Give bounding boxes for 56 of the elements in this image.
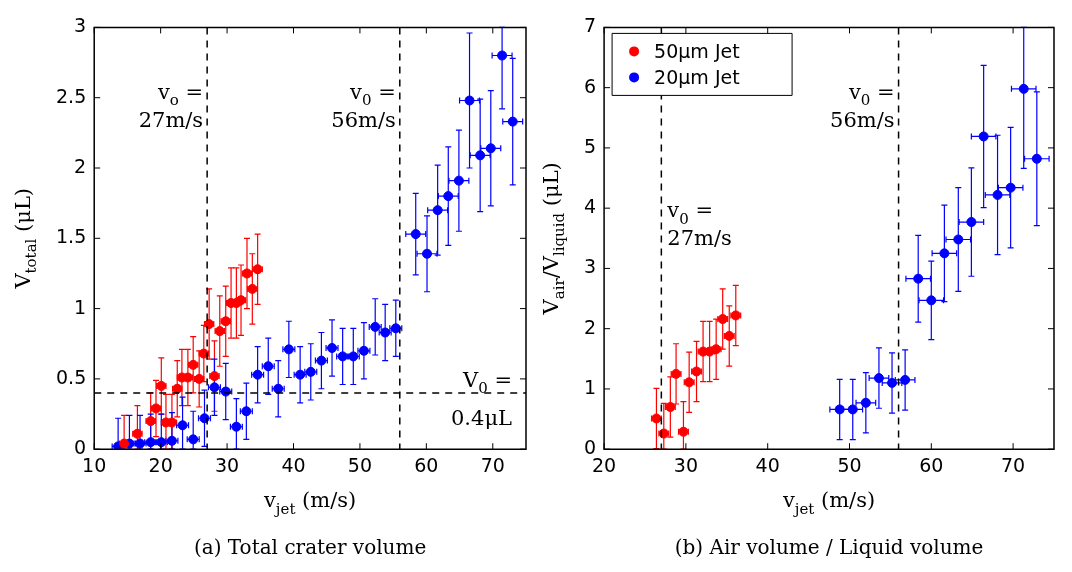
x-tick-label: 40 bbox=[755, 453, 780, 476]
y-axis-title: Vtotal (μL) bbox=[11, 187, 41, 290]
y-tick-label: 1 bbox=[583, 375, 597, 398]
y-tick-label: 4 bbox=[583, 195, 597, 218]
point bbox=[1005, 182, 1016, 193]
y-tick-label: 1 bbox=[74, 295, 87, 318]
y-tick-label: 3 bbox=[74, 14, 87, 37]
point bbox=[422, 248, 433, 259]
point bbox=[860, 397, 871, 408]
y-tick-label: 0.5 bbox=[56, 365, 87, 388]
text: (b) Air volume / Liquid volume bbox=[674, 535, 984, 559]
y-tick-label: 2 bbox=[74, 154, 87, 177]
y-tick-label: 6 bbox=[583, 74, 597, 97]
point bbox=[953, 234, 964, 245]
x-tick-label: 20 bbox=[148, 453, 173, 476]
point bbox=[847, 404, 858, 415]
y-tick-label: 7 bbox=[583, 14, 597, 37]
y-tick-label: 2 bbox=[583, 315, 597, 338]
x-tick-label: 30 bbox=[214, 453, 240, 476]
point bbox=[926, 295, 937, 306]
point bbox=[834, 404, 845, 415]
point bbox=[497, 50, 508, 61]
point bbox=[475, 150, 486, 161]
y-tick-label: 3 bbox=[583, 255, 597, 278]
point bbox=[464, 95, 475, 106]
y-tick-label: 2.5 bbox=[56, 84, 87, 107]
point bbox=[1018, 83, 1029, 94]
point bbox=[900, 374, 911, 385]
x-tick-label: 60 bbox=[414, 453, 439, 476]
point bbox=[978, 131, 989, 142]
text: (a) Total crater volume bbox=[193, 535, 427, 559]
x-tick-label: 70 bbox=[480, 453, 505, 476]
point bbox=[453, 175, 464, 186]
y-tick-label: 5 bbox=[583, 134, 597, 157]
legend-label: 50μm Jet bbox=[654, 40, 740, 63]
point bbox=[992, 189, 1003, 200]
point bbox=[485, 143, 496, 154]
point bbox=[443, 191, 454, 202]
y-tick-label: 1.5 bbox=[56, 225, 87, 248]
point bbox=[432, 205, 443, 216]
point bbox=[1031, 153, 1042, 164]
x-tick-label: 50 bbox=[837, 453, 862, 476]
point bbox=[887, 377, 898, 388]
point bbox=[410, 229, 421, 240]
legend-label: 20μm Jet bbox=[654, 66, 740, 89]
y-axis-title: Vair/Vliquid (μL) bbox=[539, 162, 569, 316]
point bbox=[507, 116, 518, 127]
x-tick-label: 70 bbox=[1001, 453, 1026, 476]
point bbox=[913, 273, 924, 284]
x-tick-label: 50 bbox=[347, 453, 373, 476]
x-tick-label: 30 bbox=[673, 453, 698, 476]
point bbox=[873, 373, 884, 384]
point bbox=[939, 248, 950, 259]
point bbox=[966, 217, 977, 228]
x-tick-label: 40 bbox=[281, 453, 306, 476]
x-tick-label: 60 bbox=[919, 453, 944, 476]
